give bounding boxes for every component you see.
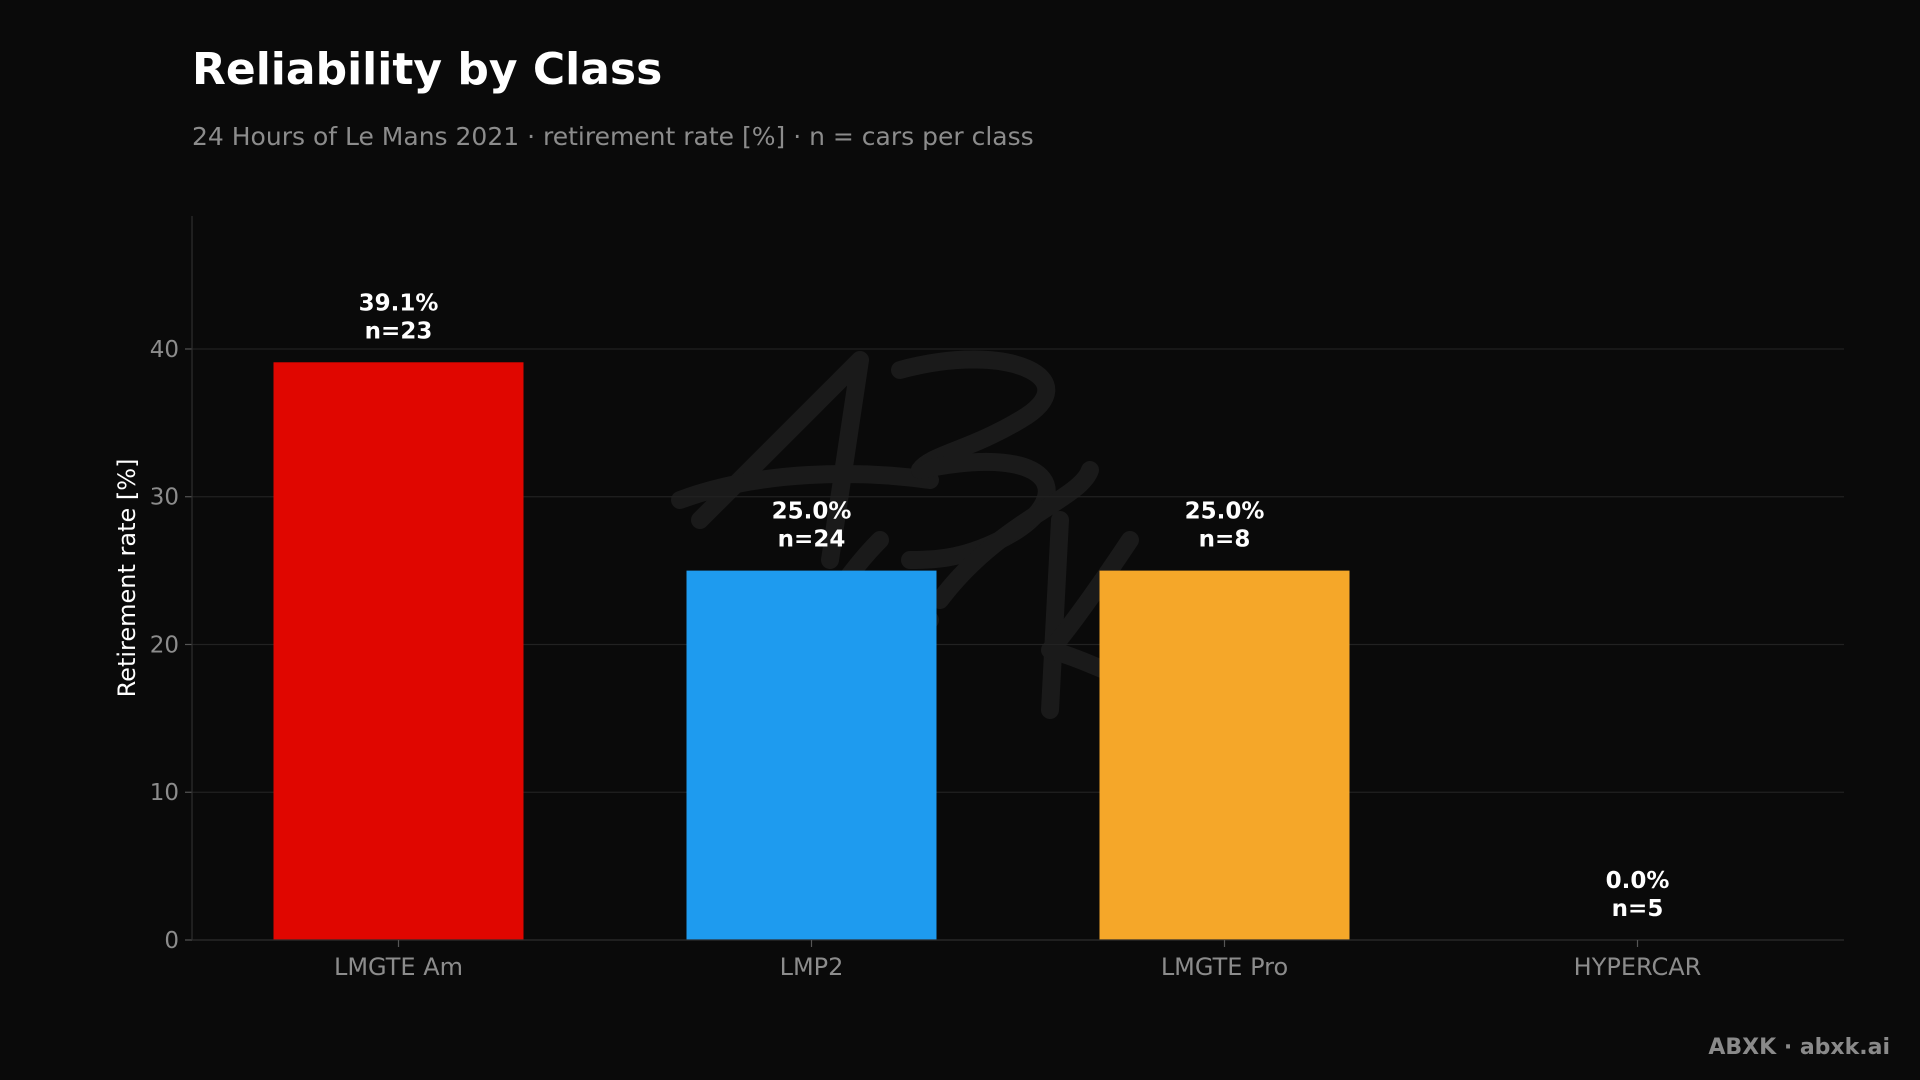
bar-lmgte-am (273, 362, 524, 940)
bars (273, 362, 1350, 940)
x-tick-label: LMP2 (780, 953, 844, 981)
y-tick-label: 0 (164, 928, 179, 954)
y-tick-label: 40 (150, 337, 179, 363)
count-label: n=8 (1199, 527, 1251, 553)
value-label: 39.1% (359, 290, 439, 316)
value-label: 25.0% (772, 499, 852, 525)
count-label: n=5 (1612, 896, 1664, 922)
x-tick-label: LMGTE Am (334, 953, 463, 981)
count-label: n=23 (365, 318, 433, 344)
footer-credit: ABXK · abxk.ai (1708, 1035, 1890, 1060)
value-label: 25.0% (1185, 499, 1265, 525)
axes: 0 10 20 30 40 Retirement rate [%] LMGTE Am LMP2… (113, 216, 1844, 981)
y-axis-label: Retirement rate [%] (113, 459, 141, 698)
y-tick-label: 10 (150, 780, 179, 806)
x-tick-label: LMGTE Pro (1161, 953, 1288, 981)
y-tick-label: 20 (150, 632, 179, 658)
bar-lmgte-pro (1099, 570, 1350, 940)
x-tick-label: HYPERCAR (1574, 953, 1702, 981)
count-label: n=24 (778, 527, 846, 553)
chart-title: Reliability by Class (192, 44, 663, 95)
y-tick-label: 30 (150, 485, 179, 511)
value-label: 0.0% (1606, 868, 1670, 894)
bar-lmp2 (686, 570, 937, 940)
chart-subtitle: 24 Hours of Le Mans 2021 · retirement ra… (192, 122, 1034, 151)
